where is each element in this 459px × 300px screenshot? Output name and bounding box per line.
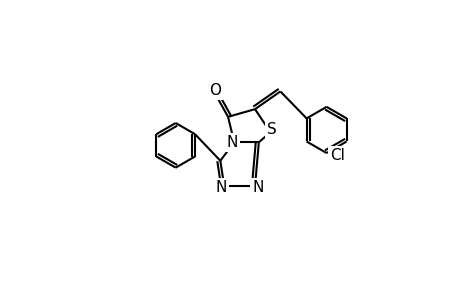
- Text: N: N: [215, 180, 226, 195]
- Text: O: O: [208, 83, 220, 98]
- Text: N: N: [252, 180, 263, 195]
- Text: Cl: Cl: [329, 148, 344, 163]
- Text: S: S: [267, 122, 276, 137]
- Text: N: N: [226, 135, 237, 150]
